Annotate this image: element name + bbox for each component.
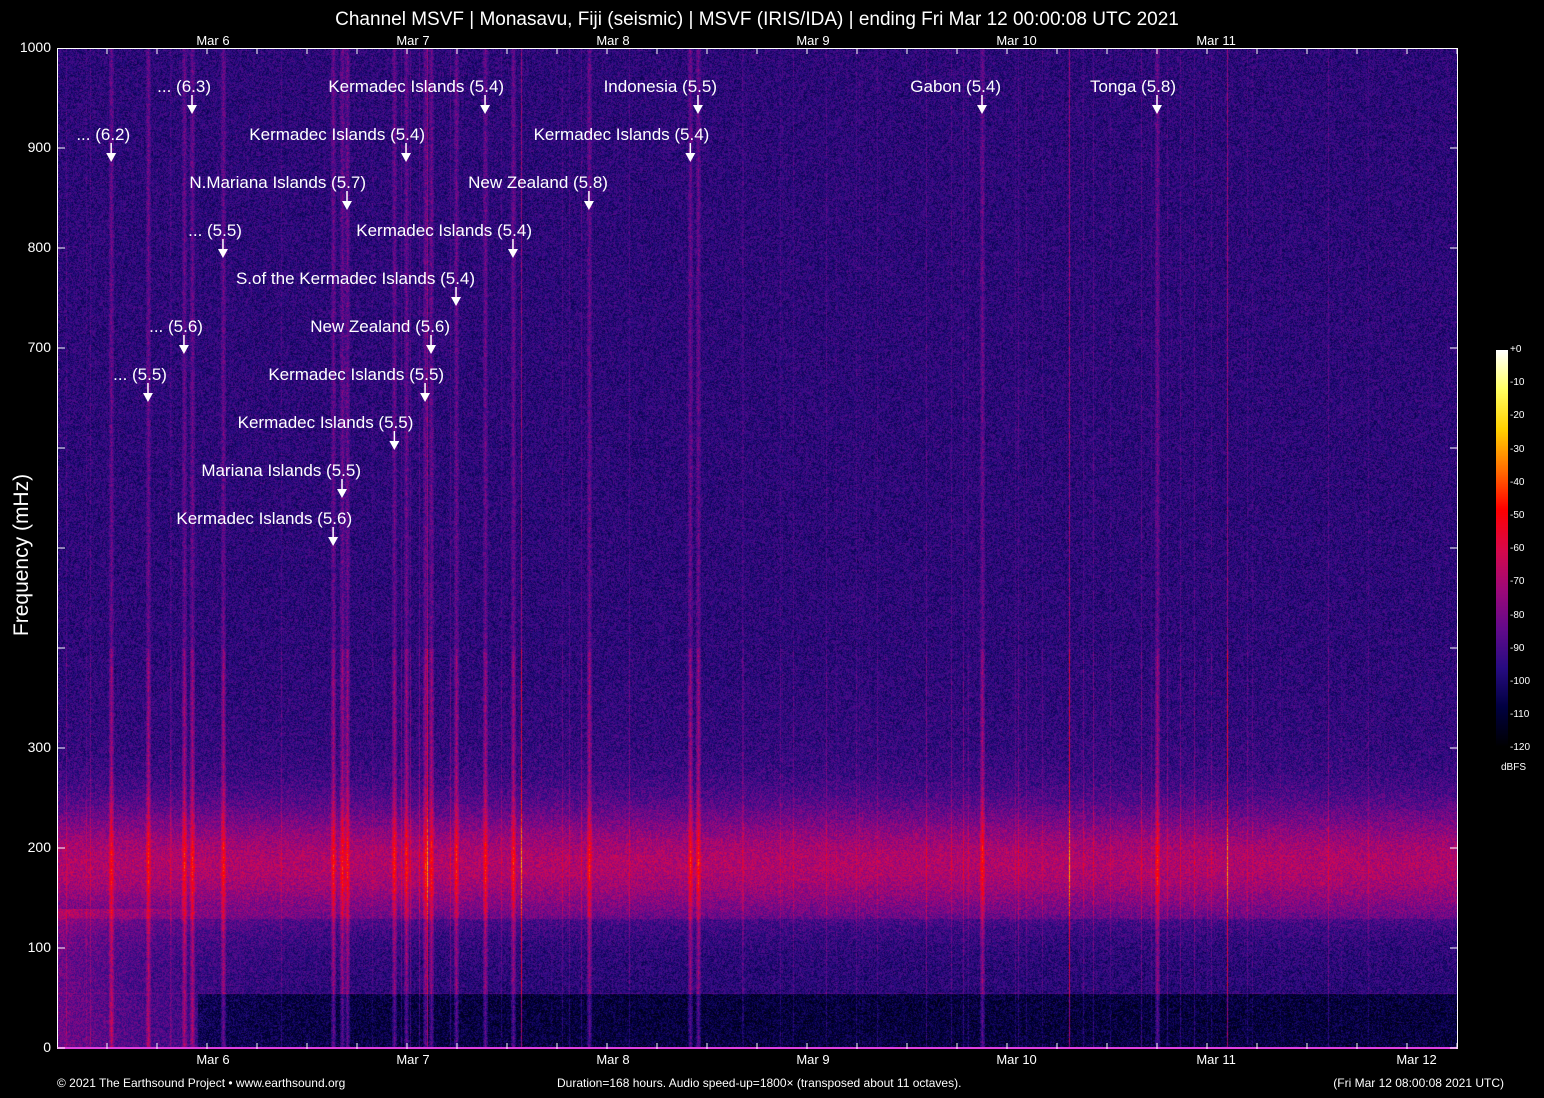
x-tick-label-top: Mar 8 [596,33,630,48]
x-tick-label: Mar 11 [1196,1052,1236,1067]
event-arrow-icon [178,345,189,354]
spectrogram-image [57,48,1458,1049]
event-arrow-icon [977,105,987,114]
copyright-text: © 2021 The Earthsound Project • www.eart… [57,1076,346,1090]
colorbar-tick-label: -40 [1510,476,1525,488]
event-arrow-icon [389,441,400,450]
event-label: ... (5.5) [113,365,167,384]
colorbar-tick-label: -50 [1510,510,1525,521]
y-tick-label: 800 [27,239,51,255]
colorbar-tick-label: -90 [1510,642,1525,654]
x-tick-label: Mar 12 [1396,1052,1437,1067]
y-axis-title: Frequency (mHz) [10,473,33,637]
event-arrow-icon [426,345,437,354]
event-arrow-icon [507,249,518,258]
event-label: Kermadec Islands (5.5) [268,365,445,384]
colorbar-tick-label: -30 [1510,443,1525,455]
colorbar-tick-label: -110 [1510,709,1530,721]
event-label: S.of the Kermadec Islands (5.4) [235,269,476,288]
y-tick-label: 1000 [19,39,51,55]
spectrogram-plot [57,48,1458,1049]
event-label: New Zealand (5.6) [310,317,451,336]
event-label: Kermadec Islands (5.4) [356,221,532,240]
plot-frame [57,48,1458,1049]
event-label: Gabon (5.4) [910,77,1001,96]
y-tick-label: 0 [43,1039,51,1055]
event-arrow-icon [187,105,197,114]
x-tick-label: Mar 6 [196,1052,230,1067]
event-arrow-icon [342,201,352,210]
chart-title: Channel MSVF | Monasavu, Fiji (seismic) … [335,9,1179,30]
event-arrow-icon [420,393,431,402]
x-tick-label: Mar 10 [996,1052,1037,1067]
event-label: ... (5.6) [149,317,203,336]
event-arrow-icon [1152,105,1162,114]
event-arrow-icon [106,153,117,162]
x-tick-label-top: Mar 11 [1196,33,1236,48]
y-tick-label: 900 [27,139,51,155]
event-arrow-icon [401,153,412,162]
event-arrow-icon [328,537,339,546]
event-label: Tonga (5.8) [1090,77,1176,96]
colorbar-tick-label: +0 [1510,344,1522,355]
x-tick-label-top: Mar 7 [396,33,430,48]
event-label: ... (6.2) [76,125,131,144]
colorbar-tick-label: -120 [1510,742,1531,754]
y-tick-label: 200 [27,839,51,855]
event-arrow-icon [451,297,462,306]
event-arrow-icon [685,153,696,162]
colorbar-tick-label: -80 [1510,609,1525,621]
colorbar-tick-label: -70 [1510,576,1525,588]
colorbar-tick-label: -60 [1510,543,1525,555]
end-time: (Fri Mar 12 08:00:08 2021 UTC) [1333,1076,1504,1090]
event-label: Kermadec Islands (5.4) [328,77,505,96]
event-arrow-icon [337,489,347,498]
x-tick-label: Mar 9 [796,1052,830,1067]
y-tick-label: 100 [27,939,51,955]
event-label: Kermadec Islands (5.4) [533,125,710,144]
colorbar [1496,350,1508,748]
x-tick-label: Mar 8 [596,1052,630,1067]
colorbar-tick-label: -100 [1510,676,1531,687]
plot-axes [57,48,1458,1049]
y-tick-label: 300 [27,739,51,755]
event-arrow-icon [217,249,228,258]
x-tick-label-top: Mar 6 [196,33,230,48]
colorbar-unit: dBFS [1501,762,1527,773]
x-tick-label-top: Mar 9 [796,33,830,48]
event-label: New Zealand (5.8) [468,173,608,192]
event-label: N.Mariana Islands (5.7) [189,173,366,192]
event-label: Mariana Islands (5.5) [201,461,361,480]
x-tick-label: Mar 7 [396,1052,430,1067]
event-arrow-icon [692,105,703,114]
event-label: ... (6.3) [157,77,211,96]
event-label: Kermadec Islands (5.6) [176,509,353,528]
event-label: Kermadec Islands (5.5) [237,413,414,432]
x-tick-label-top: Mar 10 [996,33,1037,48]
event-label: Indonesia (5.5) [603,77,717,96]
event-label: Kermadec Islands (5.4) [249,125,426,144]
event-label: ... (5.5) [188,221,242,240]
duration-info: Duration=168 hours. Audio speed-up=1800×… [557,1076,962,1090]
event-arrow-icon [583,201,594,210]
colorbar-tick-label: -10 [1510,377,1525,389]
event-arrow-icon [142,393,153,402]
colorbar-tick-label: -20 [1510,410,1525,422]
event-arrow-icon [480,105,491,114]
y-tick-label: 700 [27,339,51,355]
